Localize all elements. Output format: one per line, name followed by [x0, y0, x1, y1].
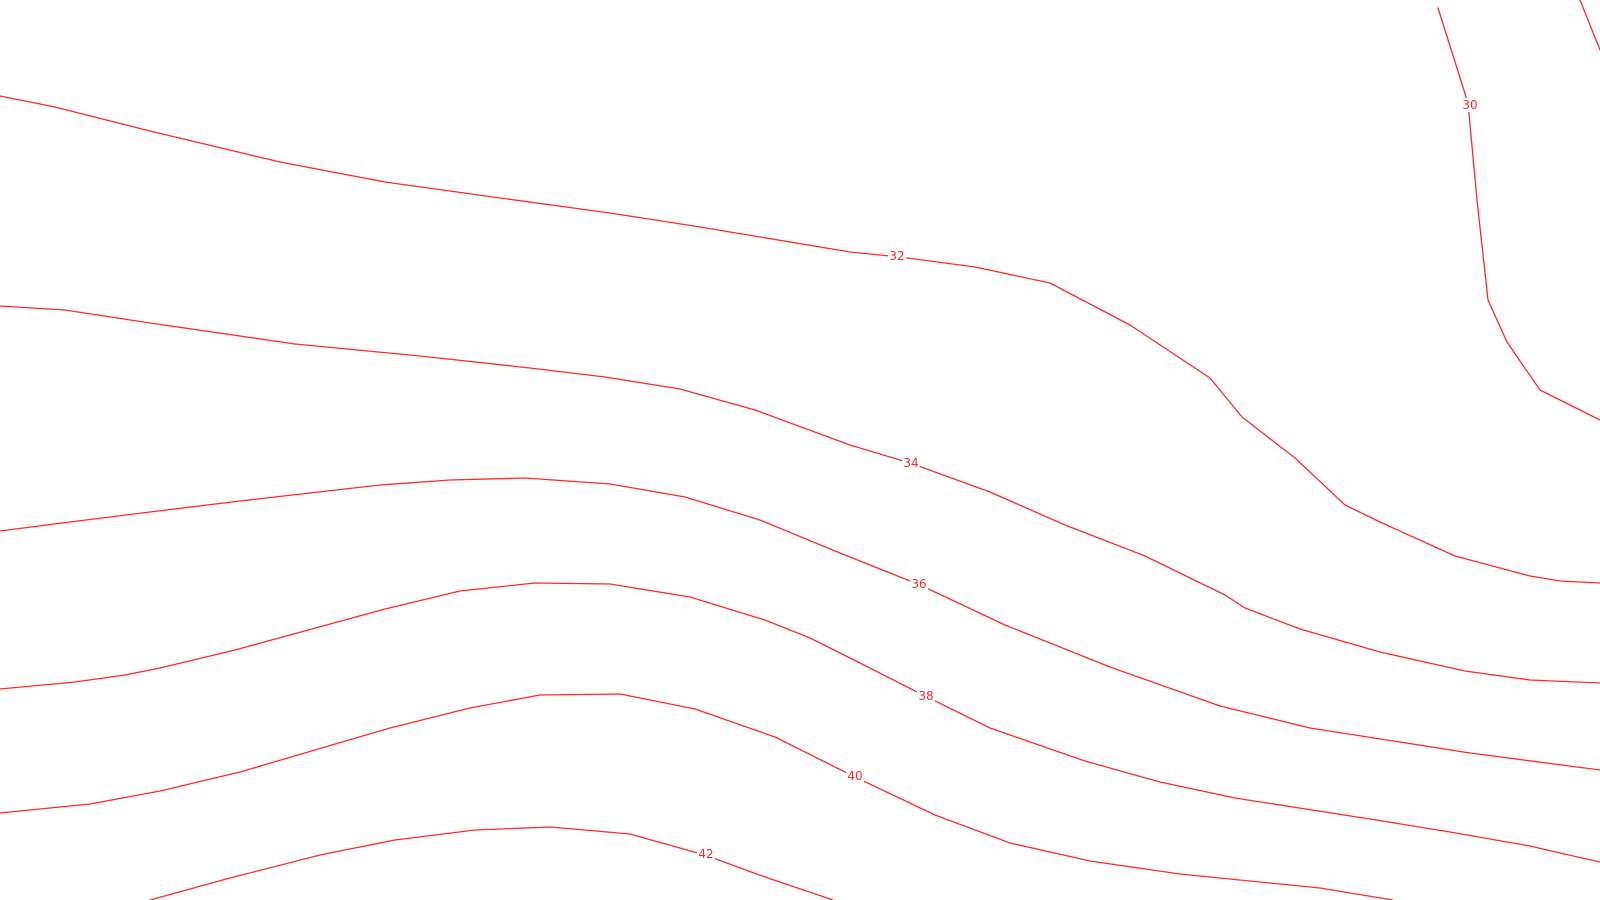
contour-30-label: 30: [1462, 98, 1477, 112]
contour-34-label-background: [902, 456, 920, 470]
contour-34-label: 34: [903, 456, 918, 470]
contour-30-label-background: [1461, 98, 1479, 112]
contour-30-edge-line: [1579, 0, 1600, 51]
contour-40-line: [0, 693, 1394, 900]
contour-38-line: [0, 582, 1600, 863]
contour-34-line: [0, 305, 1600, 684]
contour-42-line: [149, 826, 834, 900]
contour-36-line: [0, 477, 1600, 771]
contour-36-label-background: [910, 577, 928, 591]
contour-42-label: 42: [698, 847, 713, 861]
contour-38-label-background: [917, 689, 935, 703]
contour-40-label: 40: [847, 769, 862, 783]
contour-36-label: 36: [911, 577, 926, 591]
contour-30-line: [1437, 7, 1600, 421]
contour-42-label-background: [697, 847, 715, 861]
contour-38-label: 38: [918, 689, 933, 703]
contour-32-label-background: [888, 249, 906, 263]
contour-40-label-background: [846, 769, 864, 783]
contour-32-line: [0, 95, 1600, 584]
contour-32-label: 32: [889, 249, 904, 263]
